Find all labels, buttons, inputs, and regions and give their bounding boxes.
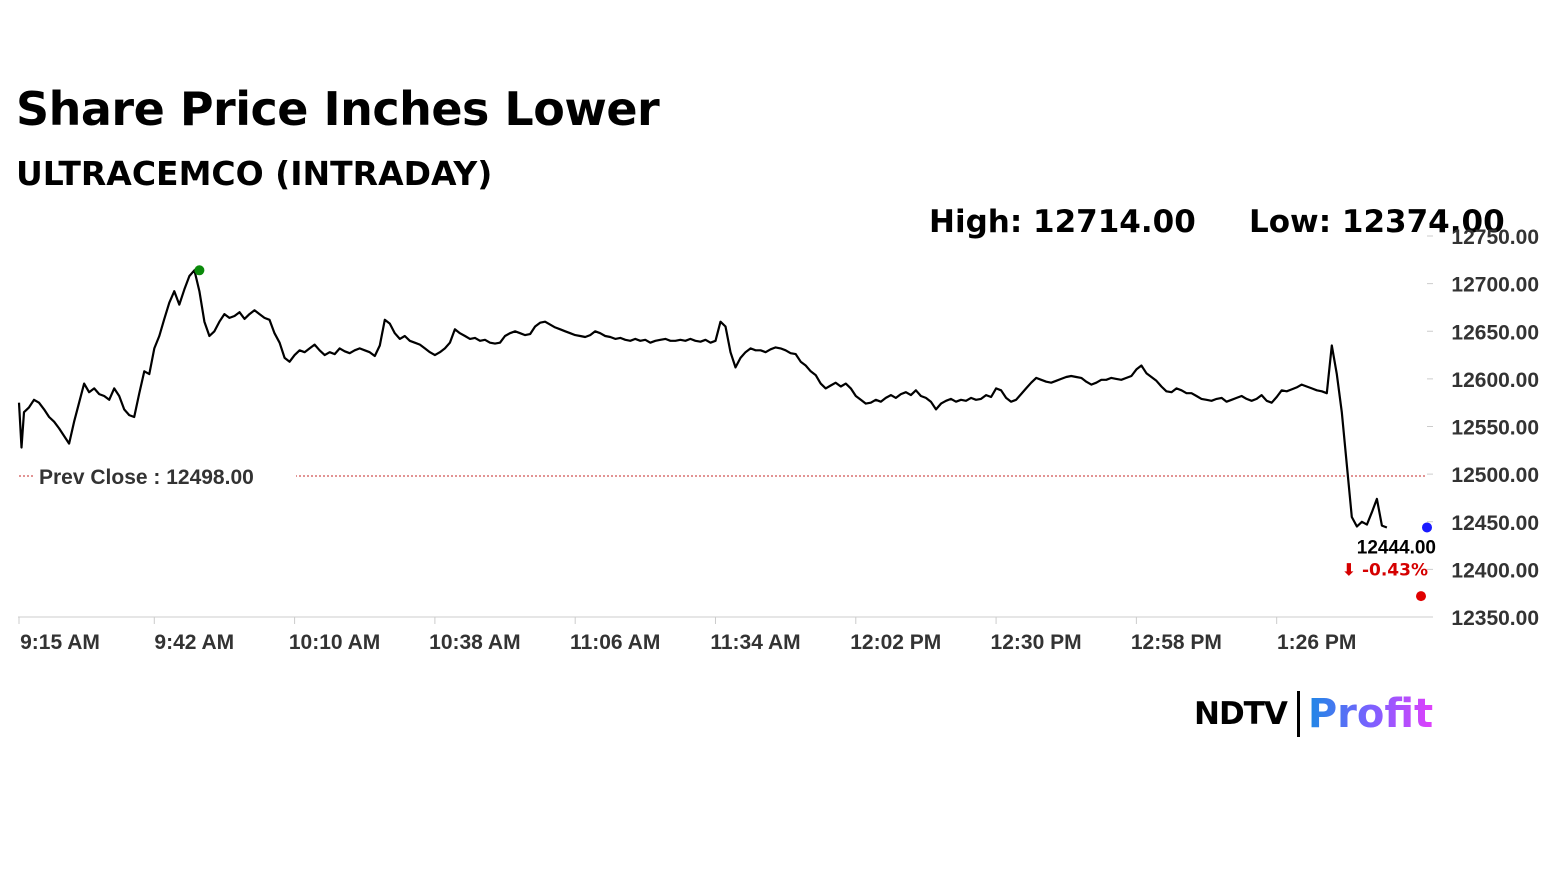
- y-axis: 12350.00 12400.00 12450.00 12500.00 12550.00…: [1427, 226, 1539, 630]
- change-label: ⬇ -0.43%: [1342, 560, 1428, 580]
- high-stat: High: 12714.00: [929, 204, 1196, 240]
- logo-divider: [1296, 691, 1300, 737]
- low-stat: Low: 12374.00: [1249, 204, 1505, 240]
- x-axis: 9:15 AM 9:42 AM 10:10 AM 10:38 AM 11:06 AM 11…: [18, 617, 1356, 654]
- high-marker: [194, 265, 205, 276]
- prev-close-label-bg: [34, 464, 296, 489]
- x-tick-label: 1:26 PM: [1277, 631, 1356, 654]
- page-title: Share Price Inches Lower: [16, 82, 660, 136]
- x-tick-label: 12:58 PM: [1131, 631, 1222, 654]
- logo-profit-text: Profit: [1307, 691, 1434, 737]
- last-price-label: 12444.00: [1357, 537, 1436, 558]
- y-tick-label: 12750.00: [1451, 226, 1539, 249]
- ndtv-profit-logo: NDTV Profit: [1194, 690, 1433, 738]
- x-tick-label: 10:38 AM: [429, 631, 520, 654]
- logo-ndtv-text: NDTV: [1194, 696, 1288, 732]
- x-tick-label: 11:06 AM: [570, 631, 660, 654]
- x-tick-label: 9:15 AM: [20, 631, 100, 654]
- last-price-marker: [1422, 522, 1432, 533]
- chart-subtitle: ULTRACEMCO (INTRADAY): [16, 154, 493, 193]
- y-tick-label: 12650.00: [1451, 321, 1539, 344]
- y-tick-label: 12450.00: [1451, 512, 1539, 535]
- x-tick-label: 11:34 AM: [710, 631, 800, 654]
- price-line: [17, 269, 1388, 529]
- y-tick-label: 12350.00: [1451, 607, 1539, 630]
- y-tick-label: 12550.00: [1451, 417, 1539, 440]
- x-tick-label: 9:42 AM: [154, 631, 234, 654]
- y-tick-label: 12500.00: [1451, 464, 1539, 487]
- y-tick-label: 12400.00: [1451, 559, 1539, 582]
- x-tick-label: 12:30 PM: [991, 631, 1082, 654]
- y-tick-label: 12600.00: [1451, 369, 1539, 392]
- x-tick-label: 12:02 PM: [850, 631, 941, 654]
- x-tick-label: 10:10 AM: [289, 631, 380, 654]
- prev-close-label: Prev Close : 12498.00: [39, 466, 254, 489]
- y-tick-label: 12700.00: [1451, 274, 1539, 297]
- low-marker: [1416, 591, 1426, 602]
